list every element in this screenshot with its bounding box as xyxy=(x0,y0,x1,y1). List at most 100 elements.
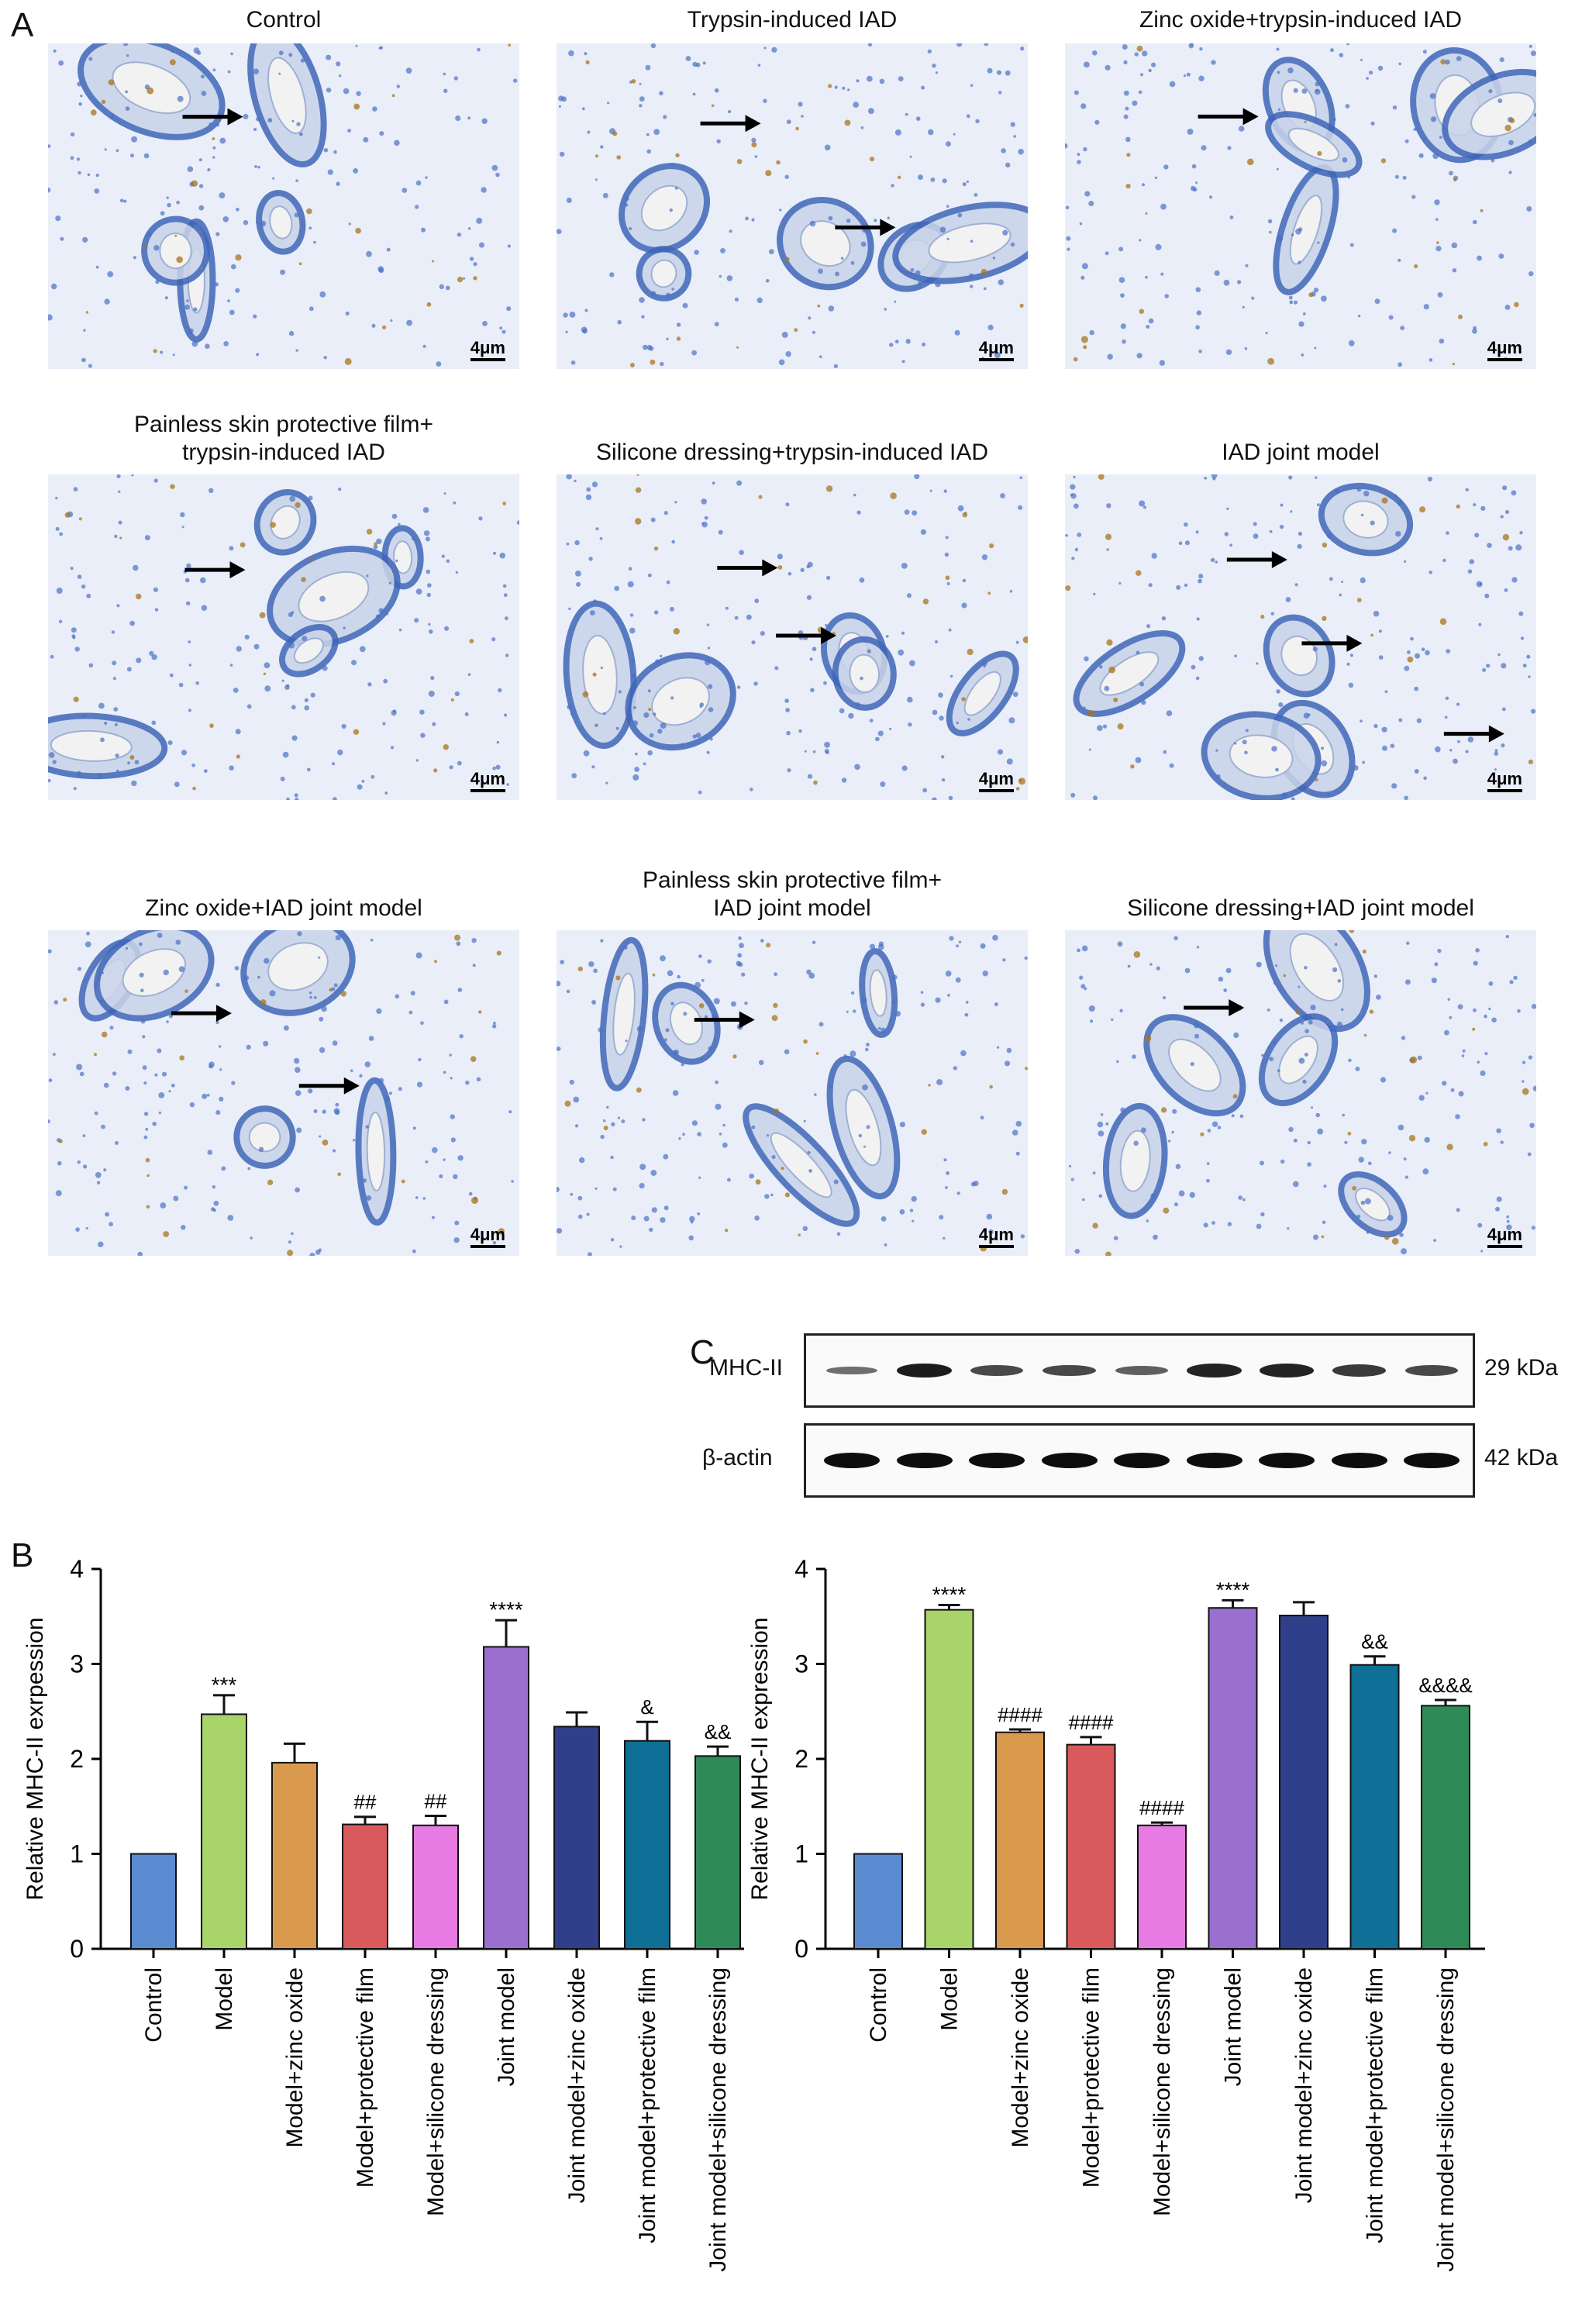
bar xyxy=(924,1609,974,1950)
blot-band xyxy=(1404,1364,1459,1377)
significance-label: ## xyxy=(354,1791,377,1814)
blot-size-label: 29 kDa xyxy=(1484,1355,1559,1381)
error-bar xyxy=(284,1742,305,1763)
category-label: Joint model+silicone dressing xyxy=(1433,1967,1459,2272)
error-bar xyxy=(1293,1601,1315,1616)
significance-label: & xyxy=(640,1695,653,1719)
significance-label: ## xyxy=(425,1790,447,1813)
blot-band xyxy=(1115,1365,1168,1376)
indicator-arrow xyxy=(1301,634,1363,652)
significance-label: #### xyxy=(1069,1711,1114,1734)
indicator-arrow xyxy=(1184,999,1245,1017)
tissue-texture xyxy=(1065,930,1536,1256)
bar xyxy=(1066,1743,1116,1950)
tile-title-line: trypsin-induced IAD xyxy=(182,440,385,465)
scale-bar-label: 4μm xyxy=(470,1225,506,1248)
scale-bar-label: 4μm xyxy=(1487,1225,1523,1248)
error-bar xyxy=(1009,1728,1031,1733)
micrograph: 4μm xyxy=(1065,43,1536,369)
tissue-texture xyxy=(1065,474,1536,800)
micrograph: 4μm xyxy=(1065,474,1536,800)
error-bar xyxy=(1435,1698,1456,1706)
panel-label-b: B xyxy=(11,1536,34,1574)
micrograph: 4μm xyxy=(48,43,519,369)
y-tick-label: 2 xyxy=(70,1745,84,1773)
blot-band xyxy=(824,1453,880,1468)
category-label: Model xyxy=(212,1967,237,2031)
tile-title-line: Silicone dressing+trypsin-induced IAD xyxy=(595,440,989,465)
category-label: Model+zinc oxide xyxy=(282,1967,308,2148)
bar xyxy=(201,1713,247,1950)
tile-title-line: Zinc oxide+trypsin-induced IAD xyxy=(1139,7,1463,33)
scale-bar-label: 4μm xyxy=(978,338,1015,361)
indicator-arrow xyxy=(182,108,243,126)
indicator-arrow xyxy=(1443,725,1504,743)
tissue-texture xyxy=(557,930,1028,1256)
scale-bar-label: 4μm xyxy=(978,769,1015,792)
category-label: Model xyxy=(937,1967,963,2031)
category-label: Joint model+silicone dressing xyxy=(705,1967,731,2272)
category-label: Model+protective film xyxy=(353,1967,378,2188)
error-bar xyxy=(425,1815,446,1826)
tile-title-line: Zinc oxide+IAD joint model xyxy=(145,895,422,921)
category-label: Joint model+protective film xyxy=(1363,1967,1388,2243)
error-bar xyxy=(566,1711,588,1727)
panel-label-c: C xyxy=(690,1333,715,1371)
y-tick-label: 3 xyxy=(794,1650,808,1678)
blot-band xyxy=(1114,1453,1170,1468)
error-bar xyxy=(938,1604,960,1610)
scale-bar-label: 4μm xyxy=(1487,769,1523,792)
tile-title-line: IAD joint model xyxy=(713,895,871,921)
bar xyxy=(624,1740,670,1950)
bar xyxy=(853,1853,903,1950)
category-label: Model+zinc oxide xyxy=(1008,1967,1033,2148)
tissue-texture xyxy=(48,930,519,1256)
bar xyxy=(1279,1615,1329,1950)
micrograph: 4μm xyxy=(557,930,1028,1256)
y-tick-label: 1 xyxy=(794,1840,808,1868)
bar xyxy=(412,1824,459,1950)
category-label: Control xyxy=(866,1967,891,2043)
y-tick-label: 0 xyxy=(794,1935,808,1963)
bar xyxy=(694,1755,741,1950)
tile-title: Zinc oxide+trypsin-induced IAD xyxy=(1053,6,1549,34)
scale-bar-label: 4μm xyxy=(470,338,506,361)
bar xyxy=(130,1853,177,1950)
error-bar xyxy=(1222,1598,1244,1609)
y-axis-label: Relative MHC-II exrpession xyxy=(23,1617,48,1900)
category-label: Joint model xyxy=(1221,1967,1246,2086)
blot-band xyxy=(896,1363,953,1378)
blot-band xyxy=(1332,1364,1387,1377)
category-label: Joint model xyxy=(494,1967,519,2086)
scale-bar-label: 4μm xyxy=(470,769,506,792)
micrograph: 4μm xyxy=(48,930,519,1256)
indicator-arrow xyxy=(1226,550,1287,568)
y-tick-label: 4 xyxy=(70,1555,84,1583)
significance-label: #### xyxy=(1139,1796,1184,1819)
tissue-texture xyxy=(1065,43,1536,369)
blot-band xyxy=(1187,1364,1242,1378)
indicator-arrow xyxy=(694,1011,755,1029)
blot-band xyxy=(825,1366,878,1375)
micrograph: 4μm xyxy=(1065,930,1536,1256)
scale-bar-label: 4μm xyxy=(978,1225,1015,1248)
tile-title: Control xyxy=(36,6,532,34)
blot-band xyxy=(969,1453,1025,1468)
significance-label: #### xyxy=(998,1703,1043,1726)
error-bar xyxy=(1151,1821,1173,1826)
category-label: Model+silicone dressing xyxy=(1149,1967,1175,2216)
blot-band xyxy=(1404,1453,1460,1468)
blot-size-label: 42 kDa xyxy=(1484,1445,1559,1471)
blot-protein-label: MHC-II xyxy=(709,1355,783,1381)
significance-label: **** xyxy=(489,1598,523,1622)
blot-band xyxy=(1259,1453,1315,1468)
significance-label: &&&& xyxy=(1418,1674,1472,1697)
error-bar xyxy=(495,1619,517,1647)
tile-title-line: Control xyxy=(246,7,322,33)
micrograph: 4μm xyxy=(557,43,1028,369)
panel-label-a: A xyxy=(11,6,34,44)
tile-title-line: IAD joint model xyxy=(1222,440,1380,465)
tile-title: Silicone dressing+IAD joint model xyxy=(1053,895,1549,922)
bar-chart-b: 0 1 2 3 4 Relative MHC-II exrpession Control **… xyxy=(23,1555,744,2272)
significance-label: && xyxy=(1361,1630,1388,1653)
